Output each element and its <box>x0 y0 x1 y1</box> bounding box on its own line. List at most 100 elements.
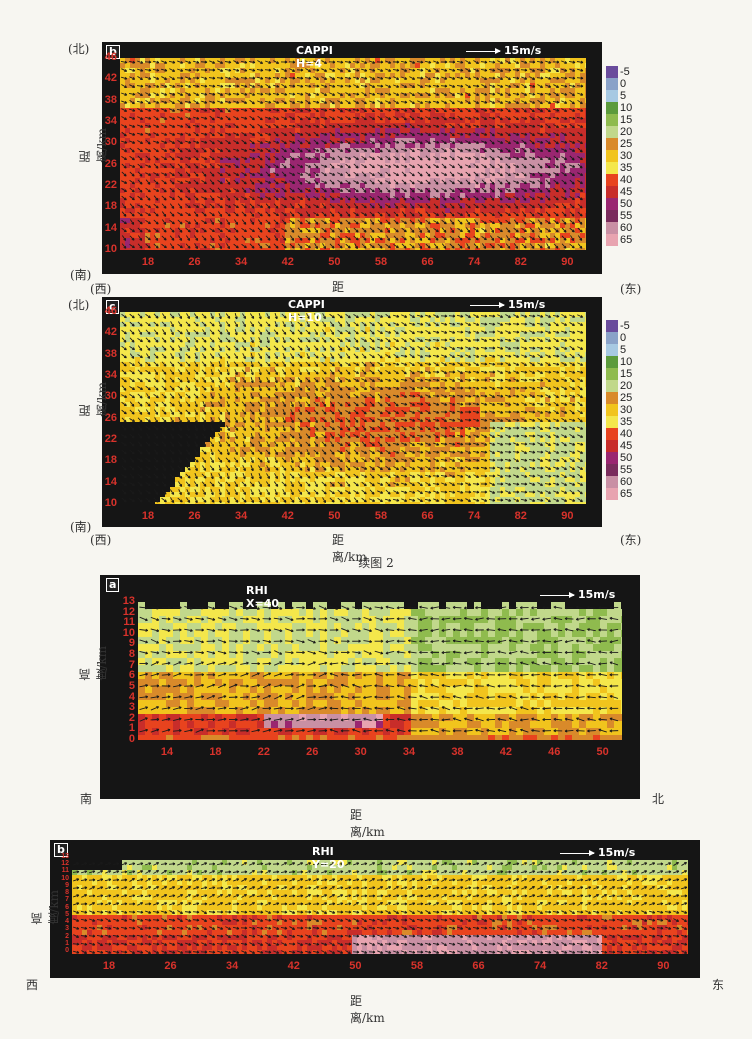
y-tick-label: 3 <box>111 701 135 713</box>
legend-entry: 10 <box>606 102 644 114</box>
scale-arrow-icon <box>540 591 575 598</box>
y-tick-label: 34 <box>93 115 117 127</box>
y-tick-label: 10 <box>93 497 117 509</box>
legend-entry: 30 <box>606 150 644 162</box>
y-tick-label: 9 <box>111 637 135 649</box>
legend-level: 15 <box>620 114 632 126</box>
y-tick-label: 7 <box>45 896 69 903</box>
wind-vectors <box>120 60 584 250</box>
x-tick-label: 38 <box>443 746 471 758</box>
y-tick-label: 30 <box>93 390 117 402</box>
wind-vectors <box>121 312 584 504</box>
legend-level: 65 <box>620 234 632 246</box>
x-tick-label: 90 <box>649 960 677 972</box>
legend-level: 50 <box>620 452 632 464</box>
x-tick-label: 34 <box>218 960 246 972</box>
legend-level: 25 <box>620 138 632 150</box>
y-tick-label: 11 <box>45 867 69 874</box>
legend-swatch <box>606 464 618 476</box>
x-tick-label: 82 <box>507 256 535 268</box>
legend-level: 40 <box>620 174 632 186</box>
legend-swatch <box>606 210 618 222</box>
legend-level: -5 <box>620 320 630 332</box>
legend-level: 50 <box>620 198 632 210</box>
panel-label: a <box>106 578 120 592</box>
x-tick-label: 34 <box>227 510 255 522</box>
legend-swatch <box>606 368 618 380</box>
legend-entry: 65 <box>606 234 644 246</box>
legend-swatch <box>606 126 618 138</box>
legend-swatch <box>606 488 618 500</box>
west-label: 西 <box>26 976 38 993</box>
legend-entry: 0 <box>606 78 644 90</box>
y-tick-label: 34 <box>93 369 117 381</box>
panel-title: CAPPI H=10 <box>288 298 325 324</box>
legend-entry: 40 <box>606 428 644 440</box>
legend-swatch <box>606 476 618 488</box>
legend-level: 30 <box>620 150 632 162</box>
scale-arrow-icon <box>560 849 595 856</box>
field-canvas <box>72 860 688 954</box>
x-tick-label: 50 <box>341 960 369 972</box>
x-tick-label: 26 <box>298 746 326 758</box>
legend-level: 35 <box>620 162 632 174</box>
vector-scale: 15m/s <box>470 298 545 311</box>
panel-label: b <box>106 45 120 59</box>
legend-level: 20 <box>620 380 632 392</box>
legend-entry: 25 <box>606 392 644 404</box>
y-tick-label: 12 <box>45 860 69 867</box>
north-label: (北) <box>68 40 89 57</box>
legend-swatch <box>606 332 618 344</box>
y-tick-label: 10 <box>45 875 69 882</box>
field-canvas <box>138 602 622 740</box>
wind-vectors <box>139 605 619 733</box>
legend-level: -5 <box>620 66 630 78</box>
field-canvas <box>120 312 586 504</box>
legend-entry: 5 <box>606 344 644 356</box>
y-tick-label: 5 <box>45 911 69 918</box>
y-tick-label: 7 <box>111 659 135 671</box>
x-tick-label: 82 <box>588 960 616 972</box>
panel-title: RHI X=40 <box>246 584 279 610</box>
y-tick-label: 30 <box>93 136 117 148</box>
y-tick-label: 10 <box>111 627 135 639</box>
figure-caption: 续图 2 <box>0 554 752 571</box>
legend-swatch <box>606 162 618 174</box>
y-tick-label: 46 <box>93 51 117 63</box>
y-tick-label: 14 <box>93 222 117 234</box>
y-tick-label: 46 <box>93 305 117 317</box>
wind-vectors <box>72 861 688 954</box>
panel-label: c <box>106 300 119 314</box>
legend-swatch <box>606 234 618 246</box>
panel-title: RHI Y=20 <box>312 845 345 871</box>
panel-title: CAPPI H=4 <box>296 44 333 70</box>
legend-level: 5 <box>620 90 626 102</box>
legend-level: 15 <box>620 368 632 380</box>
reflectivity-field <box>138 602 622 740</box>
legend-entry: -5 <box>606 320 644 332</box>
x-tick-label: 74 <box>460 256 488 268</box>
x-tick-label: 50 <box>320 256 348 268</box>
legend-level: 10 <box>620 102 632 114</box>
legend-swatch <box>606 452 618 464</box>
x-tick-label: 66 <box>414 510 442 522</box>
legend-entry: 20 <box>606 380 644 392</box>
y-tick-label: 42 <box>93 72 117 84</box>
legend-level: 55 <box>620 210 632 222</box>
y-tick-label: 14 <box>93 476 117 488</box>
y-tick-label: 38 <box>93 94 117 106</box>
x-tick-label: 42 <box>274 510 302 522</box>
x-tick-label: 22 <box>250 746 278 758</box>
legend-swatch <box>606 344 618 356</box>
legend-level: 30 <box>620 404 632 416</box>
y-tick-label: 22 <box>93 433 117 445</box>
y-tick-label: 42 <box>93 326 117 338</box>
east-label: (东) <box>620 531 641 548</box>
reflectivity-field <box>120 312 586 504</box>
east-label: (东) <box>620 280 641 297</box>
south-label: 南 <box>80 790 92 807</box>
legend-swatch <box>606 392 618 404</box>
legend-swatch <box>606 404 618 416</box>
legend-entry: 35 <box>606 162 644 174</box>
x-tick-label: 34 <box>227 256 255 268</box>
